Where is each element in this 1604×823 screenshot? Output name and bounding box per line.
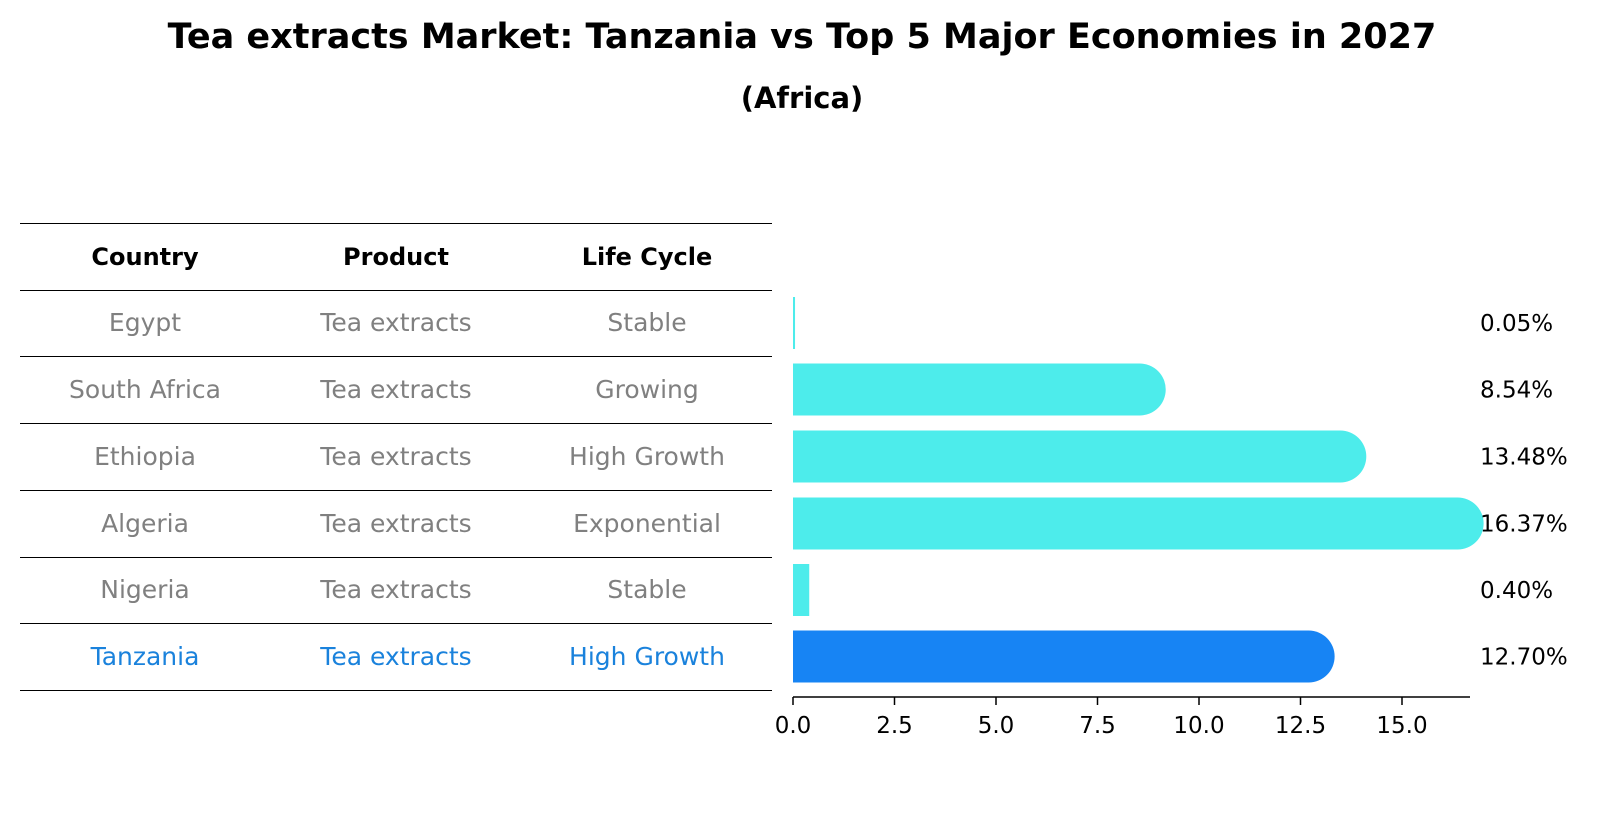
chart-subtitle: (Africa) xyxy=(740,81,864,115)
chart-title: Tea extracts Market: Tanzania vs Top 5 M… xyxy=(167,17,1437,57)
cell-life-cycle: Exponential xyxy=(573,508,721,538)
cell-life-cycle: Growing xyxy=(595,374,699,404)
cell-product: Tea extracts xyxy=(320,308,472,337)
bar xyxy=(793,297,796,349)
x-tick-label: 2.5 xyxy=(876,713,913,739)
x-tick-label: 15.0 xyxy=(1376,713,1427,739)
table-row-divider xyxy=(20,490,772,491)
bar xyxy=(793,363,1166,416)
header-life-cycle: Life Cycle xyxy=(581,242,713,271)
header-country: Country xyxy=(91,242,199,271)
cell-product: Tea extracts xyxy=(320,641,472,671)
cell-country: Nigeria xyxy=(100,575,190,604)
cell-product: Tea extracts xyxy=(320,374,472,404)
table-row-divider xyxy=(20,623,772,624)
table-top-rule xyxy=(20,223,772,224)
x-tick-label: 12.5 xyxy=(1275,713,1326,739)
bar-value-label: 8.54% xyxy=(1480,378,1553,404)
table-bottom-rule xyxy=(20,690,772,691)
bar xyxy=(793,430,1367,483)
cell-life-cycle: High Growth xyxy=(569,641,725,671)
bar xyxy=(793,564,810,616)
table-row-divider xyxy=(20,356,772,357)
header-product: Product xyxy=(343,242,449,271)
bar-highlight xyxy=(793,630,1335,683)
cell-country: Tanzania xyxy=(90,641,200,671)
cell-life-cycle: High Growth xyxy=(569,441,725,471)
x-tick-label: 5.0 xyxy=(978,713,1015,739)
bar-value-label: 12.70% xyxy=(1480,645,1568,671)
cell-country: Ethiopia xyxy=(94,441,196,471)
cell-product: Tea extracts xyxy=(320,508,472,538)
x-tick-label: 0.0 xyxy=(775,713,812,739)
x-tick-label: 10.0 xyxy=(1173,713,1224,739)
bar xyxy=(793,497,1484,550)
table-row-divider xyxy=(20,423,772,424)
cell-life-cycle: Stable xyxy=(607,308,687,337)
cell-life-cycle: Stable xyxy=(607,575,687,604)
bar-value-label: 16.37% xyxy=(1480,512,1568,538)
cell-country: Algeria xyxy=(101,508,189,538)
table-row-divider xyxy=(20,290,772,291)
cell-product: Tea extracts xyxy=(320,575,472,604)
cell-country: Egypt xyxy=(108,308,182,337)
x-tick-label: 7.5 xyxy=(1079,713,1116,739)
bar-value-label: 13.48% xyxy=(1480,445,1568,471)
bar-value-label: 0.40% xyxy=(1480,578,1553,604)
cell-country: South Africa xyxy=(69,374,221,404)
bar-value-label: 0.05% xyxy=(1480,311,1553,337)
cell-product: Tea extracts xyxy=(320,441,472,471)
table-row-divider xyxy=(20,557,772,558)
